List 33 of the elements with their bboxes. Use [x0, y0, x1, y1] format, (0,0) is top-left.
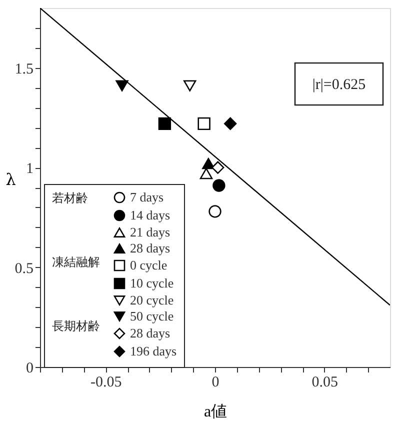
- legend-label: 21 days: [130, 224, 170, 240]
- point: [208, 205, 222, 218]
- annotation: |r|=0.625: [312, 77, 366, 93]
- point: [158, 117, 172, 130]
- legend-label: 196 days: [130, 344, 177, 358]
- legend-label: 50 cycle: [130, 308, 174, 324]
- point: [202, 158, 215, 170]
- x-tick-label: 0.05: [312, 374, 338, 390]
- point: [212, 179, 226, 192]
- y-tick-label: 0.5: [14, 260, 34, 277]
- point: [198, 117, 210, 130]
- point: [224, 117, 237, 130]
- x-tick-label: -0.05: [90, 374, 122, 390]
- point: [200, 168, 213, 180]
- annotation: 若材齢: [52, 191, 88, 205]
- point: [183, 80, 196, 92]
- legend-label: 20 cycle: [130, 292, 174, 308]
- legend-label: 0 cycle: [130, 258, 168, 272]
- x-tick-label: 0: [212, 374, 220, 390]
- point: [211, 161, 224, 174]
- legend-label: 7 days: [130, 190, 164, 204]
- x-axis-title: a値: [204, 404, 228, 420]
- annotation: 長期材齢: [52, 319, 100, 333]
- y-tick-label: 0: [26, 360, 34, 376]
- y-axis-title: λ: [6, 170, 16, 189]
- legend-label: 28 days: [130, 240, 170, 256]
- annotation: 凍結融解: [52, 255, 100, 269]
- legend-label: 28 days: [130, 326, 170, 340]
- point: [116, 80, 128, 92]
- y-tick-label: 1: [26, 161, 34, 178]
- legend-label: 14 days: [130, 208, 170, 222]
- legend-label: 10 cycle: [130, 276, 174, 290]
- y-tick-label: 1.5: [14, 61, 34, 78]
